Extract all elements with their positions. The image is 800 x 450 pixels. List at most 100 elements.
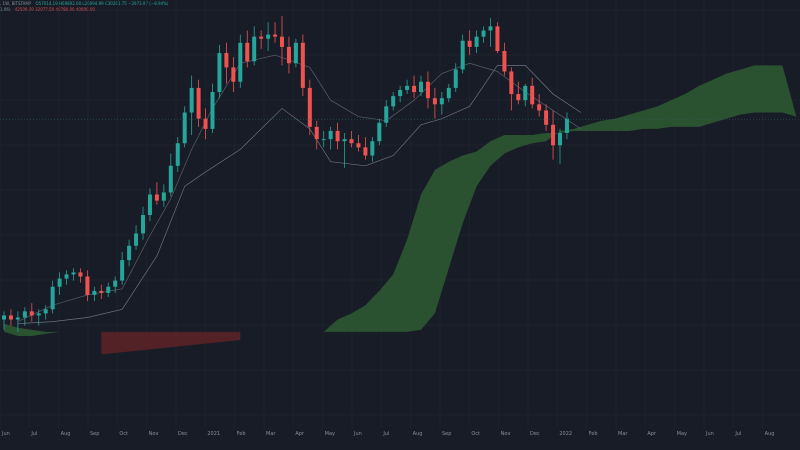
candle-body bbox=[245, 42, 250, 62]
candle-body bbox=[224, 53, 229, 68]
candle-body bbox=[481, 30, 486, 37]
legend-row-indicator: 1.96) 42509.69 32077.50 40780.00 40000.0… bbox=[0, 7, 98, 12]
candle-body bbox=[273, 34, 278, 37]
candle-body bbox=[363, 147, 368, 156]
x-tick-label: Dec bbox=[178, 431, 188, 437]
x-tick-label: Oct bbox=[471, 431, 480, 437]
candle-body bbox=[558, 133, 562, 146]
candle-body bbox=[113, 280, 118, 287]
ichimoku-cloud-bear bbox=[101, 331, 241, 355]
candle-body bbox=[453, 69, 458, 88]
candle-body bbox=[432, 98, 437, 105]
candle-body bbox=[321, 139, 326, 141]
candle-body bbox=[43, 309, 48, 314]
candle-body bbox=[425, 81, 430, 99]
candle-body bbox=[467, 40, 472, 47]
x-tick-label: Oct bbox=[119, 431, 128, 437]
legend-symbol: , 1W, BITSTAMP bbox=[0, 1, 32, 6]
legend-indicator-values: 42509.69 32077.50 40780.00 40000.00 bbox=[14, 7, 95, 12]
candle-body bbox=[446, 87, 451, 99]
x-tick-label: Feb bbox=[237, 431, 246, 437]
legend-ohlc-values: O57014.19 H69892.00 L26094.99 C30261.75 … bbox=[35, 1, 169, 6]
candle-body bbox=[544, 110, 549, 125]
candle-body bbox=[280, 36, 284, 47]
candle-body bbox=[196, 87, 201, 119]
x-tick-label: 2022 bbox=[559, 431, 572, 437]
x-tick-label: Jul bbox=[382, 431, 389, 437]
x-tick-label: Jul bbox=[734, 431, 741, 437]
candle-body bbox=[85, 276, 90, 295]
candle-body bbox=[29, 311, 34, 316]
candle-body bbox=[168, 165, 173, 193]
candle-body bbox=[266, 34, 271, 39]
candle-body bbox=[252, 36, 257, 62]
candle-body bbox=[217, 53, 222, 92]
candle-body bbox=[349, 139, 354, 144]
candle-body bbox=[356, 143, 361, 148]
candle-body bbox=[328, 130, 333, 140]
x-tick-label: Sep bbox=[90, 431, 99, 437]
candle-body bbox=[509, 71, 514, 95]
candle-body bbox=[439, 98, 444, 105]
candle-body bbox=[57, 278, 62, 287]
x-tick-label: Aug bbox=[413, 431, 423, 437]
x-tick-label: Dec bbox=[530, 431, 540, 437]
x-tick-label: Feb bbox=[589, 431, 598, 437]
candle-body bbox=[502, 51, 507, 72]
candle-body bbox=[259, 36, 264, 39]
x-tick-label: Apr bbox=[295, 431, 305, 437]
candle-body bbox=[22, 311, 27, 318]
candle-body bbox=[307, 87, 312, 127]
candle-body bbox=[495, 26, 500, 51]
candle-body bbox=[551, 124, 556, 146]
candle-body bbox=[314, 126, 319, 140]
x-tick-label: Jul bbox=[30, 431, 37, 437]
candle-body bbox=[300, 42, 305, 88]
candle-body bbox=[8, 315, 13, 320]
tenkan-line bbox=[17, 54, 582, 322]
x-tick-label: Sep bbox=[442, 431, 451, 437]
candle-body bbox=[412, 85, 417, 92]
candle-body bbox=[189, 87, 194, 113]
candle-body bbox=[36, 313, 41, 316]
candle-body bbox=[134, 233, 139, 246]
candle-body bbox=[516, 94, 521, 101]
x-tick-label: Jun bbox=[353, 431, 362, 437]
candle-body bbox=[384, 106, 389, 123]
candle-body bbox=[370, 141, 375, 156]
candle-body bbox=[530, 85, 535, 105]
x-tick-label: Aug bbox=[61, 431, 71, 437]
candle-body bbox=[147, 194, 152, 215]
candle-body bbox=[537, 104, 542, 111]
candle-body bbox=[398, 89, 403, 97]
ichimoku-cloud-bull bbox=[4, 65, 797, 336]
candle-body bbox=[141, 215, 145, 234]
x-tick-label: Mar bbox=[618, 431, 628, 437]
candle-body bbox=[238, 42, 243, 82]
candle-body bbox=[460, 40, 465, 70]
x-tick-label: Apr bbox=[647, 431, 657, 437]
candle-body bbox=[210, 92, 215, 129]
candle-body bbox=[203, 118, 208, 129]
candle-body bbox=[286, 46, 291, 64]
candle-body bbox=[78, 272, 83, 277]
candle-body bbox=[342, 139, 347, 142]
x-tick-label: 2021 bbox=[207, 431, 220, 437]
legend-row-symbol: , 1W, BITSTAMP O57014.19 H69892.00 L2609… bbox=[0, 1, 171, 6]
legend-indicator-lead: 1.96) bbox=[0, 7, 11, 12]
x-tick-label: Aug bbox=[765, 431, 775, 437]
candle-body bbox=[377, 122, 382, 142]
kijun-line bbox=[17, 64, 582, 324]
x-tick-label: Nov bbox=[149, 431, 159, 437]
x-tick-label: Jun bbox=[705, 431, 714, 437]
candle-body bbox=[99, 290, 104, 293]
candle-body bbox=[335, 130, 340, 142]
candle-body bbox=[127, 245, 132, 261]
x-tick-label: Jun bbox=[1, 431, 10, 437]
candle-body bbox=[182, 112, 187, 144]
candle-body bbox=[71, 272, 76, 275]
candle-body bbox=[175, 143, 180, 166]
x-tick-label: Mar bbox=[266, 431, 276, 437]
